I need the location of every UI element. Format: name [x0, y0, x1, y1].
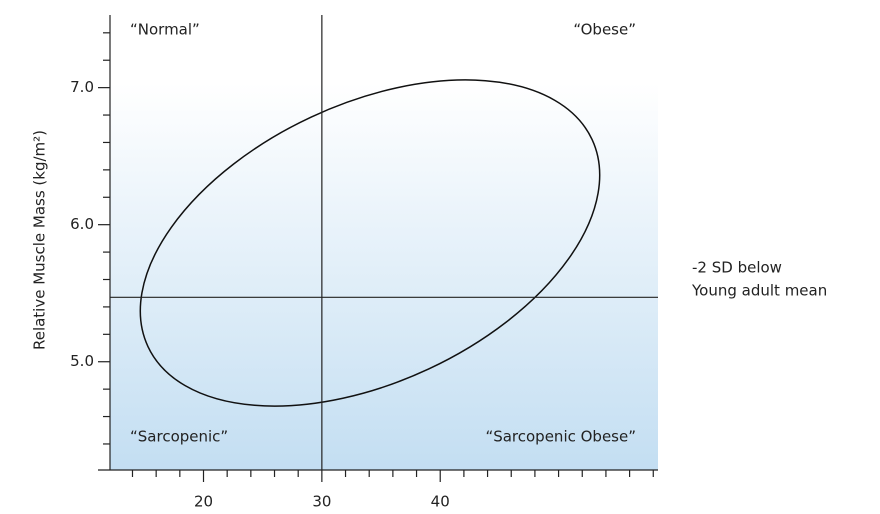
quadrant-label: “Normal” [130, 21, 200, 39]
x-tick-label: 20 [194, 493, 213, 511]
y-tick-label: 7.0 [70, 78, 94, 96]
quadrant-label: “Sarcopenic” [130, 428, 228, 446]
y-tick-label: 6.0 [70, 215, 94, 233]
plot-background [110, 15, 658, 470]
y-tick-label: 5.0 [70, 352, 94, 370]
ellipse [139, 79, 601, 407]
quadrant-label: “Sarcopenic Obese” [485, 428, 636, 446]
x-tick-label: 40 [431, 493, 450, 511]
quadrant-label: “Obese” [573, 21, 636, 39]
annotation: Young adult mean [691, 282, 827, 300]
y-axis-label: Relative Muscle Mass (kg/m²) [31, 130, 49, 350]
annotation: -2 SD below [692, 259, 782, 277]
x-tick-label: 30 [312, 493, 331, 511]
